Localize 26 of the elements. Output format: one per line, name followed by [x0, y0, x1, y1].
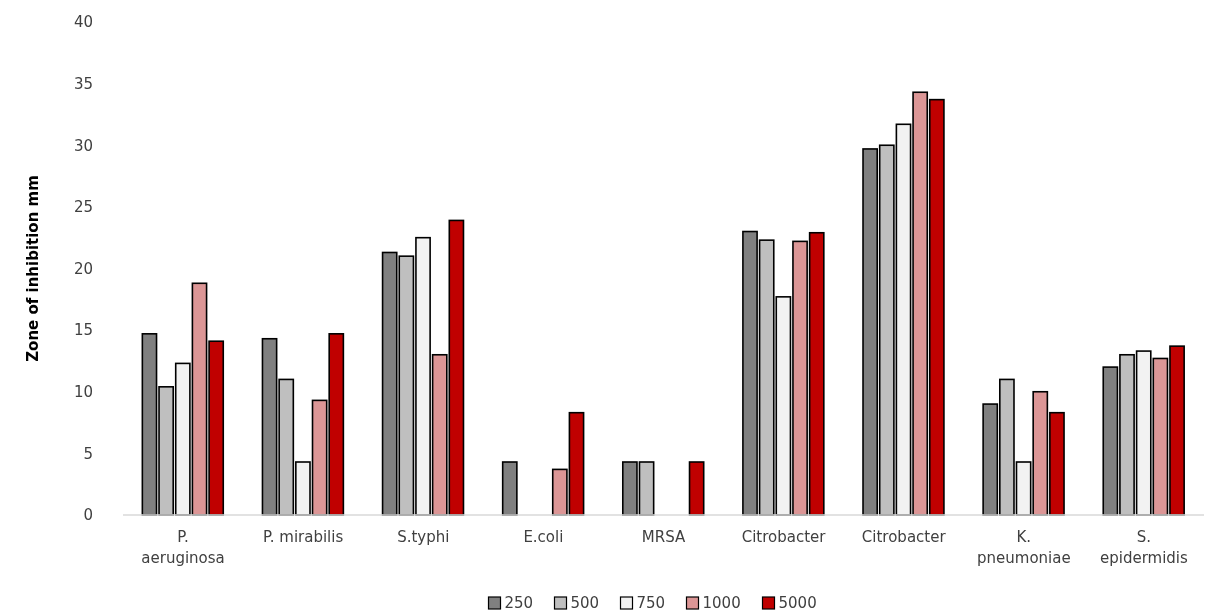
y-tick-label: 10: [73, 383, 93, 401]
x-tick-label: MRSA: [641, 528, 686, 546]
x-tick-label: Citrobacter: [861, 528, 947, 546]
x-tick-label: S.typhi: [397, 528, 450, 546]
y-tick-label: 35: [73, 74, 93, 93]
x-tick-label: Citrobacter: [741, 528, 827, 546]
bar: [501, 461, 518, 516]
y-tick-label: 40: [73, 13, 93, 32]
y-tick-label: 0: [83, 506, 93, 525]
x-tick-label: E.coli: [523, 528, 564, 546]
y-tick-label: 30: [73, 136, 93, 155]
x-tick-label: P. mirabilis: [263, 528, 344, 546]
y-tick-label: 20: [73, 259, 93, 278]
bar: [688, 461, 705, 516]
legend-label: 5000: [778, 594, 817, 613]
x-tick-label: S. epidermidis: [1100, 528, 1189, 567]
x-tick-label: P. aeruginosa: [141, 528, 225, 567]
legend-label: 1000: [702, 594, 741, 613]
y-axis-title: Zone of inhibition mm: [24, 175, 42, 362]
y-tick-label: 25: [73, 198, 93, 217]
y-tick-label: 5: [83, 444, 93, 463]
x-tick-label: K. pneumoniae: [977, 528, 1071, 567]
legend-label: 750: [636, 594, 666, 613]
legend-label: 500: [570, 594, 600, 613]
y-tick-label: 15: [73, 321, 93, 340]
legend-label: 250: [504, 594, 534, 613]
